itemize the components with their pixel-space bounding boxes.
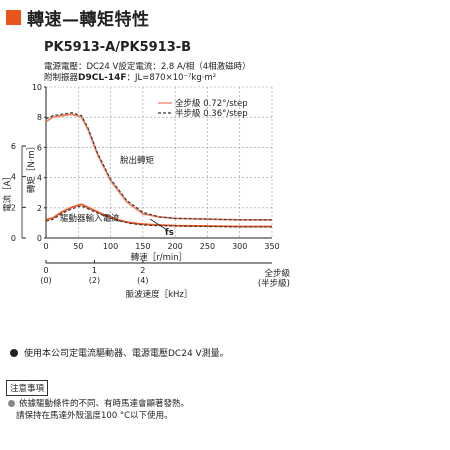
caution-line-1-text: 依據驅動條件的不同、有時馬達會顯著發熱。 xyxy=(19,399,190,409)
driver-current-label: 驅動器輸入電流 xyxy=(60,213,120,224)
pullout-torque-label: 脫出轉矩 xyxy=(120,155,155,166)
page-title: 轉速—轉矩特性 xyxy=(27,9,150,30)
bullet-icon xyxy=(8,399,15,407)
y-current-tick-label: 6 xyxy=(11,142,16,151)
chart-series xyxy=(45,112,272,228)
current-curve xyxy=(45,205,272,228)
x-tick-label: 0 xyxy=(43,242,48,251)
pulse-tick-label: 1 xyxy=(92,266,97,275)
spec-damper-model: D9CL-14F xyxy=(78,73,127,83)
y-torque-axis-label: 轉矩［N·m］ xyxy=(26,142,37,193)
fs-label: fs xyxy=(165,228,174,238)
y-torque-tick-label: 4 xyxy=(37,174,42,183)
caution-title: 注意事項 xyxy=(6,380,49,396)
pulse-tick-zero: 0 xyxy=(43,266,48,275)
y-current-axis-label: 電流［A］ xyxy=(2,172,13,212)
title-bar: 轉速—轉矩特性 xyxy=(6,6,150,30)
x-tick-label: 150 xyxy=(135,242,150,251)
pulse-axis-label: 脈波速度［kHz］ xyxy=(126,289,193,300)
x-tick-label: 100 xyxy=(103,242,118,251)
pulse-tick-zero-half: (0) xyxy=(40,276,51,285)
x-tick-label: 300 xyxy=(232,242,247,251)
legend-label: 全步級 0.72°/step xyxy=(175,98,248,109)
x-tick-label: 50 xyxy=(73,242,83,251)
mode-half-label: (半步級) xyxy=(258,278,290,289)
y-current-tick-label: 2 xyxy=(11,203,16,212)
spec-line-1: 電源電壓：DC24 V設定電流：2.8 A/相（4相激磁時） xyxy=(44,62,251,72)
spec-damper-inertia: ：JL=870×10⁻⁷kg·m² xyxy=(126,73,217,83)
y-torque-tick-label: 6 xyxy=(37,143,42,152)
x-tick-label: 350 xyxy=(264,242,279,251)
y-torque-tick-label: 10 xyxy=(32,83,42,92)
x-tick-label: 250 xyxy=(200,242,215,251)
x-tick-label: 200 xyxy=(168,242,183,251)
y-torque-tick-label: 2 xyxy=(37,204,42,213)
spec-damper-prefix: 附制振器 xyxy=(44,73,79,83)
pulse-tick-label: 2 xyxy=(140,266,145,275)
title-marker-icon xyxy=(6,9,21,25)
chart-grid xyxy=(46,86,273,238)
measurement-note-text: 使用本公司定電流驅動器、電源電壓DC24 V測量。 xyxy=(24,349,229,359)
pulse-tick-label-half: (2) xyxy=(89,276,100,285)
y-torque-tick-label: 8 xyxy=(37,113,42,122)
legend-label: 半步級 0.36°/step xyxy=(175,108,248,119)
caution-line-2: 請保持在馬達外殼溫度100 °C以下使用。 xyxy=(16,411,173,421)
y-current-tick-label: 0 xyxy=(11,234,16,243)
torque-curve xyxy=(45,112,272,221)
y-current-tick-label: 4 xyxy=(11,173,16,182)
y-torque-tick-label: 0 xyxy=(37,234,42,243)
spec-line-2: 附制振器D9CL-14F：JL=870×10⁻⁷kg·m² xyxy=(44,71,216,83)
measurement-note: 使用本公司定電流驅動器、電源電壓DC24 V測量。 xyxy=(10,346,229,359)
caution-line-1: 依據驅動條件的不同、有時馬達會顯著發熱。 xyxy=(8,397,189,409)
x-axis-label: 轉速［r/min］ xyxy=(131,252,187,263)
chart-axes xyxy=(21,86,272,264)
mode-full-label: 全步級 xyxy=(264,268,290,279)
bullet-icon xyxy=(10,348,18,357)
pulse-tick-label-half: (4) xyxy=(137,276,148,285)
model-name: PK5913-A/PK5913-B xyxy=(44,40,192,55)
fs-leader-line xyxy=(149,218,168,231)
